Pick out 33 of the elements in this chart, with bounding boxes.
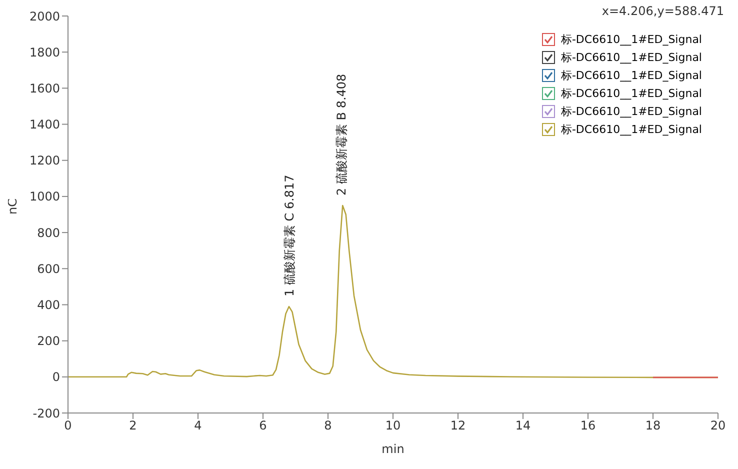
x-tick-label: 8 [324, 418, 332, 433]
x-axis-title: min [382, 442, 404, 456]
x-tick-label: 6 [259, 418, 267, 433]
legend-label: 标-DC6610__1#ED_Signal [560, 68, 702, 82]
y-tick-label: 1000 [29, 190, 60, 204]
y-tick-label: 1800 [29, 45, 60, 60]
y-tick-label: 400 [37, 298, 60, 312]
y-tick-label: 0 [52, 370, 60, 384]
x-tick-label: 2 [129, 418, 137, 433]
y-tick-label: -200 [32, 406, 60, 420]
annotation: 2 硫酸新霉素 B 8.408 [334, 74, 348, 196]
y-tick-label: 600 [37, 262, 60, 276]
x-tick-label: 14 [515, 418, 531, 433]
y-tick-label: 200 [37, 334, 60, 348]
y-tick-label: 1600 [29, 81, 60, 96]
y-tick-label: 1200 [29, 154, 60, 168]
x-tick-label: 20 [710, 418, 726, 433]
x-tick-label: 16 [580, 418, 596, 433]
x-tick-label: 0 [64, 418, 72, 433]
legend-label: 标-DC6610__1#ED_Signal [560, 122, 702, 136]
x-tick-label: 4 [194, 418, 202, 433]
y-tick-label: 1400 [29, 118, 60, 132]
x-tick-label: 18 [645, 418, 661, 433]
legend-label: 标-DC6610__1#ED_Signal [560, 50, 702, 64]
y-tick-label: 2000 [29, 9, 60, 24]
x-tick-label: 12 [450, 418, 466, 433]
y-tick-label: 800 [37, 226, 60, 240]
legend-label: 标-DC6610__1#ED_Signal [560, 104, 702, 118]
legend-label: 标-DC6610__1#ED_Signal [560, 86, 702, 100]
x-tick-label: 10 [385, 418, 401, 433]
legend-label: 标-DC6610__1#ED_Signal [560, 32, 702, 46]
annotation: x=4.206,y=588.471 [602, 4, 724, 18]
annotation: 1 硫酸新霉素 C 6.817 [282, 174, 297, 297]
